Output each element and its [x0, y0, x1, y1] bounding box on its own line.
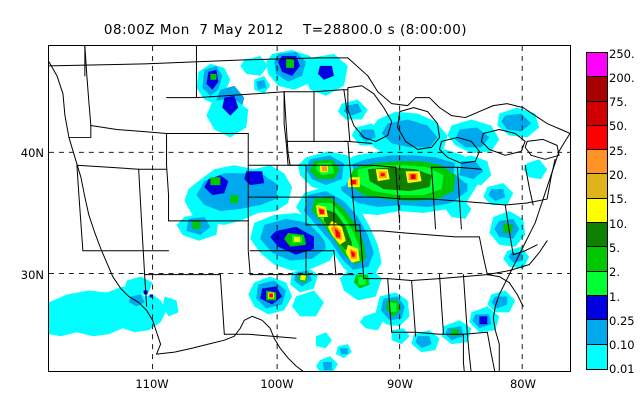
colorbar-band-9	[587, 271, 607, 296]
colorbar-band-8	[587, 247, 607, 272]
colorbar-tick-1p: 1.	[609, 289, 620, 304]
colorbar-band-10	[587, 295, 607, 321]
page-title: 08:00Z Mon 7 May 2012 T=28800.0 s (8:00:…	[103, 22, 468, 38]
colorbar-tick-200p: 200.	[609, 70, 635, 85]
y-axis-tick-30N: 30N	[20, 268, 44, 282]
colorbar-band-2	[587, 101, 607, 126]
precip-main-mcs	[298, 149, 478, 215]
colorbar-tick-5p: 5.	[609, 240, 620, 255]
colorbar-band-7	[587, 223, 607, 248]
x-axis-tick-110W: 110W	[135, 377, 169, 391]
precip-upper-midwest	[240, 49, 348, 96]
map-plot-frame	[48, 45, 571, 372]
colorbar-band-5	[587, 174, 607, 199]
y-axis-tick-40N: 40N	[20, 146, 44, 160]
precipitation-layer	[49, 49, 548, 371]
colorbar-band-3	[587, 125, 607, 151]
colorbar-band-12	[587, 344, 607, 369]
x-axis-tick-80W: 80W	[509, 377, 536, 391]
colorbar-band-6	[587, 198, 607, 224]
precip-ohio-valley	[445, 155, 548, 269]
precip-great-lakes	[337, 99, 540, 156]
colorbar-tick-0p01: 0.01	[609, 362, 635, 377]
precip-colorado-kansas	[176, 165, 293, 241]
colorbar-tick-25p: 25.	[609, 143, 628, 158]
colorbar: 250. 200. 75. 50. 25. 20. 15. 10. 5. 2. 1. 0.25 0.10…	[586, 47, 635, 376]
colorbar-band-4	[587, 150, 607, 175]
colorbar-tick-0p10: 0.10	[609, 338, 635, 353]
colorbar-tick-250p: 250.	[609, 46, 635, 61]
colorbar-tick-20p: 20.	[609, 168, 628, 182]
colorbar-band-11	[587, 320, 607, 345]
x-axis-tick-90W: 90W	[386, 377, 413, 391]
colorbar-band-0	[587, 53, 607, 78]
map-canvas	[49, 46, 570, 371]
colorbar-tick-75p: 75.	[609, 95, 628, 110]
colorbar-bands	[586, 52, 608, 370]
graticule-layer	[49, 46, 570, 371]
colorbar-tick-50p: 50.	[609, 119, 628, 134]
precip-southern-california-baja	[49, 276, 179, 337]
colorbar-tick-10p: 10.	[609, 216, 628, 231]
precip-dakotas	[196, 63, 271, 138]
colorbar-tick-15p: 15.	[609, 192, 628, 207]
colorbar-band-1	[587, 77, 607, 102]
precip-ozarks-line	[296, 187, 382, 301]
x-axis-tick-100W: 100W	[260, 377, 294, 391]
colorbar-tick-0p25: 0.25	[609, 313, 635, 328]
map-borders-layer	[49, 46, 570, 371]
colorbar-tick-2p: 2.	[609, 265, 620, 280]
